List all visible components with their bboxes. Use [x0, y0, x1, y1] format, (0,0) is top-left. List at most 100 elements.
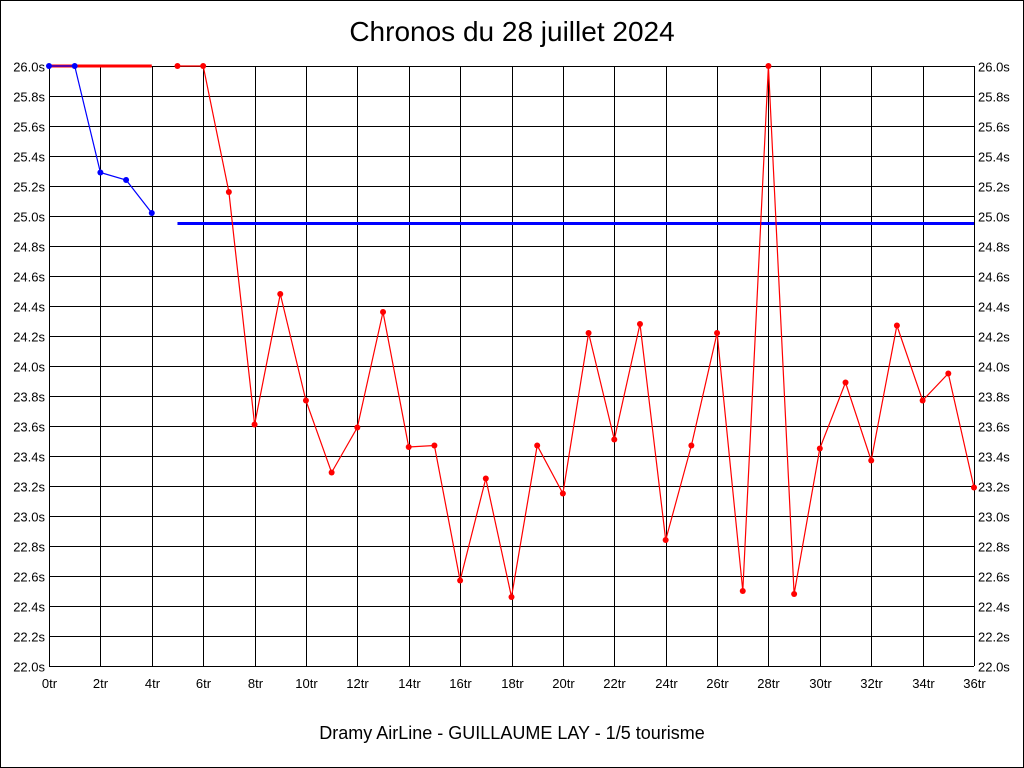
data-point [405, 444, 412, 450]
chart-title: Chronos du 28 juillet 2024 [349, 16, 675, 47]
data-point [714, 330, 721, 336]
y-tick-label-left: 22.2s [13, 630, 45, 645]
y-tick-label-right: 22.8s [978, 540, 1010, 555]
x-tick-label: 6tr [196, 676, 212, 691]
data-point [919, 397, 926, 404]
y-tick-label-left: 22.6s [13, 570, 45, 585]
y-tick-label-right: 22.2s [978, 630, 1010, 645]
y-tick-label-left: 25.2s [13, 180, 45, 195]
data-point [868, 457, 875, 464]
data-point [482, 475, 489, 482]
y-tick-label-left: 23.6s [13, 420, 45, 435]
y-tick-label-left: 22.0s [13, 660, 45, 675]
x-tick-label: 30tr [809, 676, 832, 691]
y-tick-label-right: 25.6s [978, 120, 1010, 135]
data-point [559, 490, 566, 497]
y-tick-label-right: 22.0s [978, 660, 1010, 675]
data-point [97, 169, 104, 176]
y-tick-label-left: 24.4s [13, 300, 45, 315]
y-tick-label-right: 24.6s [978, 270, 1010, 285]
x-tick-label: 32tr [860, 676, 883, 691]
y-tick-label-right: 22.4s [978, 600, 1010, 615]
y-tick-label-left: 22.4s [13, 600, 45, 615]
data-point [225, 189, 232, 195]
y-tick-label-right: 23.8s [978, 390, 1010, 405]
x-tick-label: 0tr [42, 676, 58, 691]
y-tick-label-right: 25.2s [978, 180, 1010, 195]
y-tick-label-right: 23.2s [978, 480, 1010, 495]
data-point [148, 210, 155, 216]
y-tick-label-right: 24.4s [978, 300, 1010, 315]
data-point [816, 445, 823, 452]
data-point [302, 397, 309, 404]
x-tick-label: 16tr [449, 676, 472, 691]
data-point [842, 379, 849, 386]
x-tick-label: 26tr [706, 676, 729, 691]
data-point [585, 330, 592, 336]
data-point [123, 177, 130, 183]
data-point [893, 322, 900, 329]
data-point [354, 424, 361, 431]
x-tick-label: 2tr [93, 676, 109, 691]
data-point [971, 484, 977, 491]
y-tick-label-right: 24.2s [978, 330, 1010, 345]
y-tick-label-right: 22.6s [978, 570, 1010, 585]
data-point [251, 421, 258, 428]
x-tick-label: 36tr [963, 676, 986, 691]
data-point [380, 309, 387, 315]
axes [49, 66, 975, 667]
data-point [457, 577, 464, 584]
x-tick-label: 12tr [346, 676, 369, 691]
y-tick-label-right: 25.8s [978, 90, 1010, 105]
data-point [765, 63, 772, 69]
data-point [46, 63, 52, 69]
data-point [431, 442, 438, 449]
y-tick-label-right: 25.0s [978, 210, 1010, 225]
data-point [611, 436, 618, 443]
y-tick-label-right: 23.6s [978, 420, 1010, 435]
x-tick-label: 18tr [501, 676, 524, 691]
x-tick-label: 28tr [757, 676, 780, 691]
x-tick-label: 10tr [295, 676, 318, 691]
y-tick-label-left: 23.4s [13, 450, 45, 465]
y-tick-label-right: 24.8s [978, 240, 1010, 255]
data-point [71, 63, 78, 69]
y-tick-label-right: 23.0s [978, 510, 1010, 525]
y-tick-label-left: 25.4s [13, 150, 45, 165]
grid [49, 66, 975, 667]
x-tick-label: 24tr [655, 676, 678, 691]
x-tick-label: 14tr [398, 676, 421, 691]
data-point [200, 63, 207, 69]
series-line [177, 65, 975, 598]
data-point [662, 537, 669, 543]
data-point [945, 370, 952, 377]
tick-labels: 22.0s 22.0s 22.2s 22.2s 22.4s 22.4s 22.6s 22.6s… [13, 60, 1010, 692]
x-tick-label: 4tr [145, 676, 161, 691]
x-tick-label: 20tr [552, 676, 575, 691]
data-point [328, 469, 335, 476]
y-tick-label-left: 23.8s [13, 390, 45, 405]
y-tick-label-right: 26.0s [978, 60, 1010, 75]
y-tick-label-right: 25.4s [978, 150, 1010, 165]
data-point [508, 594, 515, 600]
y-tick-label-right: 23.4s [978, 450, 1010, 465]
x-tick-label: 8tr [248, 676, 264, 691]
chart-footer: Dramy AirLine - GUILLAUME LAY - 1/5 tour… [319, 723, 705, 743]
y-tick-label-right: 24.0s [978, 360, 1010, 375]
data-point [277, 291, 284, 297]
y-tick-label-left: 25.0s [13, 210, 45, 225]
data-point [739, 588, 746, 594]
series-lines [46, 63, 977, 600]
data-point [688, 442, 695, 449]
y-tick-label-left: 23.0s [13, 510, 45, 525]
x-tick-label: 34tr [912, 676, 935, 691]
y-tick-label-left: 26.0s [13, 60, 45, 75]
data-point [534, 442, 541, 449]
y-tick-label-left: 24.0s [13, 360, 45, 375]
data-point [636, 321, 643, 327]
y-tick-label-left: 24.6s [13, 270, 45, 285]
x-tick-label: 22tr [603, 676, 626, 691]
y-tick-label-left: 23.2s [13, 480, 45, 495]
data-point [174, 63, 181, 69]
